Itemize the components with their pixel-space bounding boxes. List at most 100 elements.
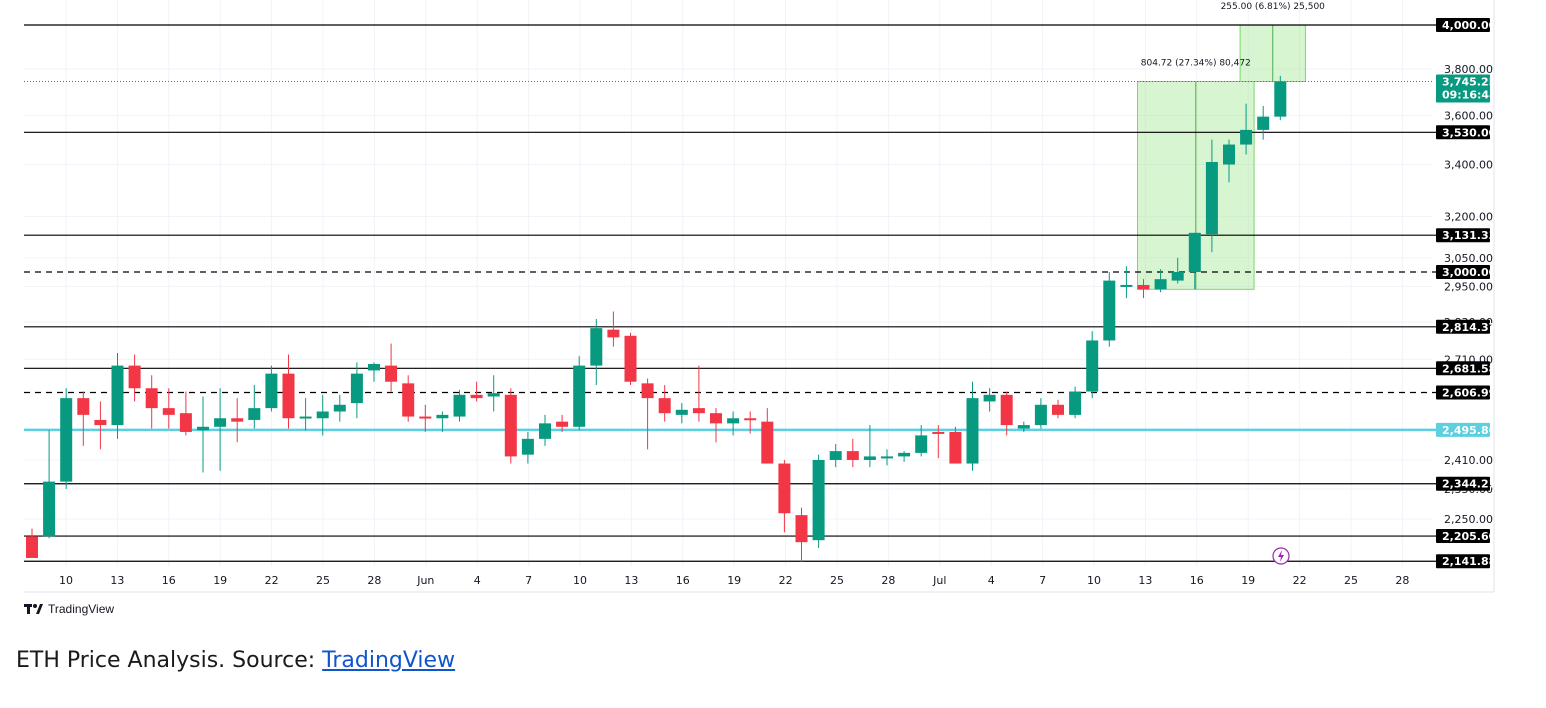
candle-up xyxy=(1069,391,1082,415)
x-tick-label: 4 xyxy=(988,574,995,587)
level-price-tag xyxy=(1436,18,1490,33)
candle-down xyxy=(385,365,398,382)
candle-down xyxy=(1052,404,1064,415)
candle-up xyxy=(1257,116,1270,130)
tradingview-logo-text: TradingView xyxy=(48,602,115,616)
x-tick-label: 19 xyxy=(213,574,227,587)
x-tick-label: 19 xyxy=(727,574,741,587)
candle-up xyxy=(812,459,825,541)
candle-up xyxy=(573,365,586,427)
x-tick-label: 16 xyxy=(676,574,690,587)
candle-up xyxy=(1188,232,1201,272)
level-price-tag xyxy=(1436,361,1490,376)
candle-down xyxy=(607,329,620,338)
candle-up xyxy=(521,438,534,455)
candle-down xyxy=(77,398,90,415)
caption-source-link[interactable]: TradingView xyxy=(322,648,456,673)
y-tick-label: 3,400.00 xyxy=(1444,159,1493,172)
x-tick-label: Jul xyxy=(932,574,946,587)
candle-up xyxy=(316,411,329,419)
candle-down xyxy=(658,398,671,414)
candle-up xyxy=(299,416,312,419)
candle-up xyxy=(333,404,346,412)
chart-svg: 3,800.00 3,600.00 3,400.00 3,200.00 3,050.00… xyxy=(24,0,1497,593)
candle-down xyxy=(1137,284,1150,290)
candle-up xyxy=(1223,144,1235,165)
candle-up xyxy=(1274,81,1287,117)
y-tick-label: 3,600.00 xyxy=(1444,109,1493,122)
x-tick-label: 10 xyxy=(59,574,73,587)
tradingview-logo[interactable]: TradingView xyxy=(24,600,114,618)
candle-up xyxy=(436,414,449,419)
current-price-label: 3,745.25 xyxy=(1442,75,1496,88)
candle-down xyxy=(761,421,774,464)
candle-up xyxy=(898,452,911,457)
candle-down xyxy=(26,536,38,558)
y-tick-label: 3,050.00 xyxy=(1444,252,1493,265)
candle-down xyxy=(162,408,175,415)
candle-down xyxy=(128,365,141,389)
x-tick-label: 19 xyxy=(1241,574,1255,587)
price-chart: 3,800.00 3,600.00 3,400.00 3,200.00 3,050.00… xyxy=(24,0,1497,593)
level-price-label: 3,000.00 xyxy=(1442,266,1497,279)
candle-up xyxy=(675,409,688,415)
candle-down xyxy=(710,413,722,424)
x-tick-label: 4 xyxy=(474,574,481,587)
candle-up xyxy=(727,418,740,424)
x-tick-label: 16 xyxy=(1190,574,1204,587)
candle-down xyxy=(641,383,654,399)
candle-up xyxy=(111,365,124,426)
candle-up xyxy=(1034,404,1047,426)
candle-down xyxy=(94,419,107,426)
candle-up xyxy=(590,328,603,366)
candle-down xyxy=(949,431,962,464)
lightning-event-icon xyxy=(1272,547,1290,565)
countdown-label: 09:16:44 xyxy=(1442,88,1497,101)
candle-up xyxy=(43,481,56,537)
candle-down xyxy=(795,515,808,543)
x-tick-label: Jun xyxy=(416,574,434,587)
candle-up xyxy=(829,451,842,460)
candle-down xyxy=(419,416,432,419)
candle-down xyxy=(504,394,517,457)
level-price-label: 2,344.21 xyxy=(1442,478,1496,491)
candle-up xyxy=(60,398,73,482)
level-price-label: 3,131.33 xyxy=(1442,229,1496,242)
candle-down xyxy=(282,373,295,419)
y-tick-label: 2,950.00 xyxy=(1444,280,1493,293)
level-price-tag xyxy=(1436,529,1490,544)
candle-up xyxy=(863,456,876,460)
candle-up xyxy=(1017,425,1030,429)
candle-up xyxy=(539,423,551,439)
y-tick-label: 2,250.00 xyxy=(1444,513,1493,526)
x-tick-label: 28 xyxy=(881,574,895,587)
candle-up xyxy=(915,435,928,453)
x-tick-label: 25 xyxy=(830,574,844,587)
level-price-label: 2,606.99 xyxy=(1442,387,1496,400)
x-tick-label: 13 xyxy=(624,574,638,587)
candle-up xyxy=(1103,280,1116,341)
candle-up xyxy=(214,418,227,427)
x-tick-label: 22 xyxy=(1293,574,1307,587)
level-price-tag xyxy=(1436,264,1490,279)
level-price-tag xyxy=(1436,125,1490,140)
candle-down xyxy=(231,418,244,422)
plot-background xyxy=(24,0,1432,566)
candle-up xyxy=(1240,129,1253,145)
level-price-label: 2,681.58 xyxy=(1442,362,1496,375)
level-price-label: 2,814.37 xyxy=(1442,321,1496,334)
y-tick-label: 3,200.00 xyxy=(1444,211,1493,224)
candle-down xyxy=(1000,394,1013,426)
level-price-tag xyxy=(1436,228,1490,243)
range-annotation-text: 804.72 (27.34%) 80,472 xyxy=(1141,58,1251,68)
tradingview-icon xyxy=(24,604,43,614)
candle-up xyxy=(248,408,261,420)
candle-down xyxy=(556,421,569,427)
candle-down xyxy=(179,413,192,432)
candle-up xyxy=(350,373,363,404)
figure-caption: ETH Price Analysis. Source: TradingView xyxy=(16,648,455,673)
level-price-label: 2,495.86 xyxy=(1442,424,1497,437)
x-tick-label: 28 xyxy=(1395,574,1409,587)
candle-up xyxy=(1205,162,1218,235)
x-tick-label: 7 xyxy=(525,574,532,587)
